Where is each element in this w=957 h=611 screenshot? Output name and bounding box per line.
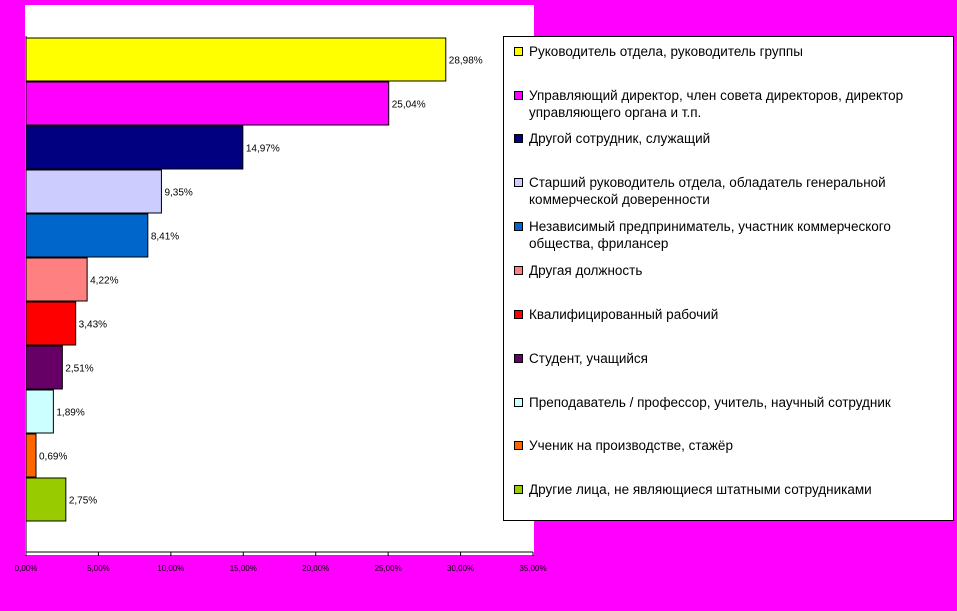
x-tick-label: 5,00%	[87, 564, 110, 573]
data-label: 0,69%	[39, 452, 67, 463]
legend-swatch	[514, 134, 523, 143]
legend-label: Независимый предприниматель, участник ко…	[529, 219, 891, 251]
legend-swatch	[514, 310, 523, 319]
data-label: 25,04%	[392, 100, 426, 111]
data-label: 8,41%	[151, 232, 179, 243]
legend-label: Другая должность	[529, 263, 643, 278]
legend-swatch	[514, 354, 523, 363]
x-tick-label: 30,00%	[447, 564, 474, 573]
x-tick-label: 25,00%	[375, 564, 402, 573]
data-label: 2,51%	[65, 364, 93, 375]
bar	[25, 477, 67, 522]
legend-label: Другой сотрудник, служащий	[529, 131, 711, 146]
legend-swatch	[514, 398, 523, 407]
bar	[25, 37, 447, 82]
legend-label: Студент, учащийся	[529, 351, 648, 366]
legend-swatch	[514, 266, 523, 275]
data-label: 2,75%	[69, 496, 97, 507]
data-label: 14,97%	[246, 144, 280, 155]
bar	[25, 169, 162, 214]
bar	[25, 125, 244, 170]
x-tick-label: 10,00%	[157, 564, 184, 573]
legend-swatch	[514, 91, 523, 100]
legend-label: Ученик на производстве, стажёр	[529, 438, 733, 453]
bar	[25, 81, 390, 126]
legend-label: Руководитель отдела, руководитель группы	[529, 44, 803, 59]
x-tick-label: 35,00%	[519, 564, 546, 573]
bar	[25, 301, 77, 346]
legend-label: Преподаватель / профессор, учитель, науч…	[529, 395, 891, 410]
bar	[25, 389, 54, 434]
x-tick-label: 0,00%	[15, 564, 38, 573]
legend-label: Старший руководитель отдела, обладатель …	[529, 175, 886, 207]
legend-swatch	[514, 178, 523, 187]
bar	[25, 257, 88, 302]
data-label: 3,43%	[79, 320, 107, 331]
bar	[25, 213, 149, 258]
legend-label: Квалифицированный рабочий	[529, 307, 719, 322]
x-tick-label: 20,00%	[302, 564, 329, 573]
legend-swatch	[514, 222, 523, 231]
legend-swatch	[514, 485, 523, 494]
legend-swatch	[514, 47, 523, 56]
data-label: 4,22%	[90, 276, 118, 287]
legend-swatch	[514, 441, 523, 450]
bar	[25, 345, 63, 390]
legend-label: Управляющий директор, член совета директ…	[529, 88, 904, 120]
legend-label: Другие лица, не являющиеся штатными сотр…	[529, 482, 872, 497]
data-label: 1,89%	[56, 408, 84, 419]
legend: Руководитель отдела, руководитель группы…	[503, 36, 954, 521]
data-label: 28,98%	[449, 56, 483, 67]
x-tick-label: 15,00%	[230, 564, 257, 573]
bar	[25, 433, 37, 478]
data-label: 9,35%	[164, 188, 192, 199]
